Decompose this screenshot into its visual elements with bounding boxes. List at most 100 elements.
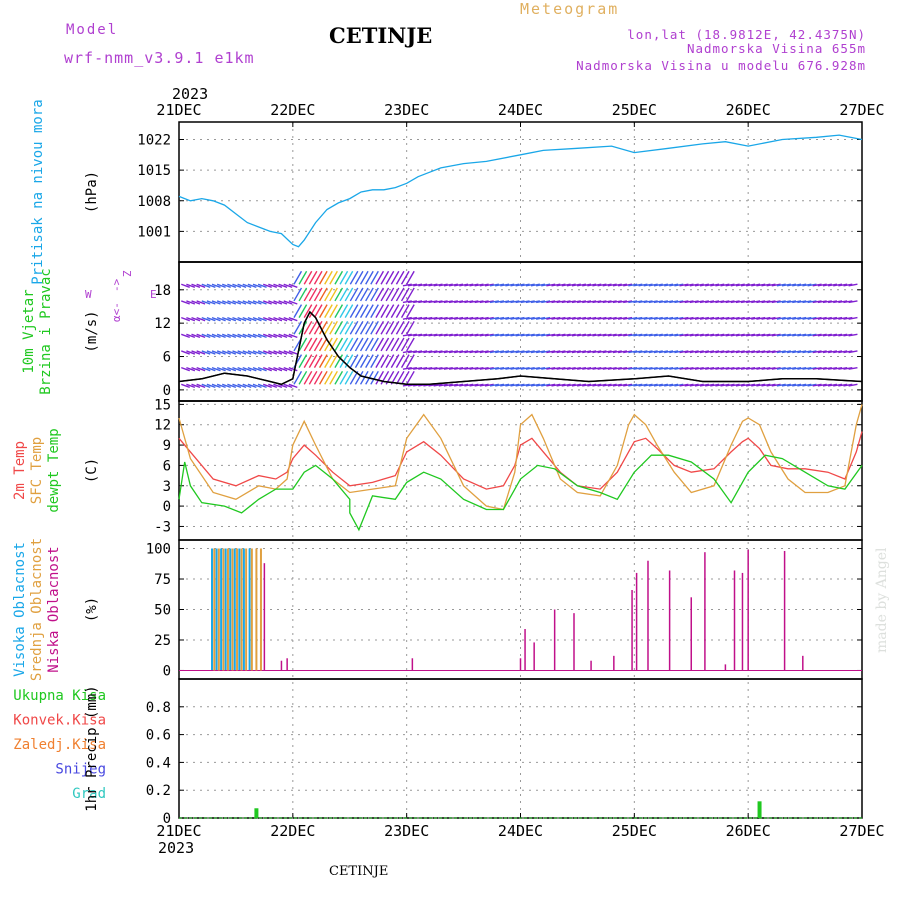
wind-arrow [699, 333, 710, 337]
wind-arrow [495, 383, 505, 387]
wind-arrow [535, 316, 546, 320]
wind-arrow [684, 366, 694, 370]
wind-arrow [318, 270, 328, 285]
wind-arrow [181, 366, 190, 372]
wind-arrow [776, 350, 786, 354]
wind-arrow [746, 333, 756, 337]
unit-label: (C) [84, 458, 100, 483]
wind-arrow [715, 300, 725, 304]
wind-arrow [802, 333, 812, 337]
wind-arrow [684, 333, 694, 337]
wind-arrow [689, 366, 699, 370]
wind-arrow [776, 383, 786, 387]
wind-arrow [520, 350, 530, 354]
wind-arrow [247, 316, 257, 322]
wind-arrow [699, 316, 710, 320]
wind-arrow [771, 383, 781, 387]
wind-arrow [715, 333, 725, 337]
wind-arrow [500, 283, 510, 287]
wind-arrow [375, 287, 385, 302]
wind-arrow [469, 350, 479, 354]
wind-arrow [653, 300, 663, 304]
wind-arrow [406, 320, 415, 335]
unit-label: (m/s) [84, 310, 100, 352]
wind-arrow [283, 366, 293, 372]
wind-arrow [484, 366, 494, 370]
wind-arrow [515, 383, 525, 387]
wind-arrow [735, 383, 745, 387]
wind-arrow [628, 283, 638, 287]
wind-arrow [365, 287, 374, 302]
wind-arrow [776, 333, 786, 337]
wind-arrow [628, 333, 638, 337]
year-top: 2023 [172, 85, 208, 103]
wind-arrow [525, 333, 535, 337]
y-tick-label: 3 [163, 479, 171, 495]
wind-arrow [781, 383, 791, 387]
wind-arrow [443, 350, 453, 354]
wind-arrow [551, 333, 561, 337]
compass-arrow: -> [110, 278, 123, 292]
wind-arrow [807, 366, 817, 370]
wind-arrow [407, 283, 418, 287]
wind-arrow [443, 300, 453, 304]
wind-arrow [443, 316, 453, 320]
wind-arrow [479, 283, 489, 287]
wind-arrow [474, 316, 484, 320]
y-tick-label: 15 [154, 397, 171, 413]
wind-arrow [334, 370, 344, 385]
panel-precip: 0 0.2 0.4 0.6 0.8 Ukupna Kisa Konvek.Kisa Zaled… [13, 678, 863, 827]
wind-arrow [730, 283, 740, 287]
wind-arrow [334, 287, 344, 302]
y-tick-label: 100 [146, 542, 171, 558]
wind-arrow [607, 333, 617, 337]
wind-arrow [247, 383, 257, 389]
series-line-0 [178, 431, 863, 490]
wind-arrow [802, 350, 812, 354]
wind-arrow [181, 333, 190, 339]
wind-arrow [469, 366, 479, 370]
wind-arrow [566, 333, 576, 337]
wind-arrow [232, 383, 242, 389]
wind-arrow [710, 316, 720, 320]
wind-arrow [201, 316, 211, 322]
wind-arrow [448, 316, 459, 320]
year-bottom: 2023 [158, 839, 194, 857]
wind-arrow [380, 354, 390, 368]
wind-arrow [638, 366, 648, 370]
wind-arrow [561, 300, 571, 304]
wind-arrow [438, 316, 448, 320]
wind-arrow [612, 350, 622, 354]
wind-arrow [273, 350, 283, 355]
wind-arrow [318, 304, 328, 318]
wind-arrow [423, 283, 433, 287]
wind-arrow [313, 320, 323, 335]
wind-arrow [262, 316, 272, 322]
wind-arrow [587, 366, 597, 370]
unit-label: 1hr Precip (mm) [84, 685, 100, 811]
wind-arrow [339, 320, 349, 335]
panel-frame [178, 539, 863, 680]
wind-arrow [781, 283, 791, 287]
wind-arrow [541, 366, 551, 370]
wind-arrow [375, 337, 385, 352]
wind-arrow [689, 283, 699, 287]
wind-arrow [324, 337, 333, 352]
wind-arrow [740, 383, 750, 387]
wind-arrow [278, 383, 288, 389]
y-tick-label: 25 [154, 633, 171, 649]
wind-arrow [802, 383, 812, 387]
wind-arrow [561, 383, 571, 387]
wind-arrow [313, 354, 323, 368]
time-tick-label-top: 24DEC [498, 101, 543, 119]
wind-arrow [298, 287, 308, 302]
wind-arrow [495, 300, 505, 304]
wind-arrow [489, 333, 499, 337]
wind-arrow [406, 304, 415, 318]
wind-arrow [459, 366, 469, 370]
wind-arrow [658, 366, 669, 370]
wind-arrow [669, 350, 679, 354]
wind-arrow [730, 366, 740, 370]
wind-arrow [658, 283, 669, 287]
wind-arrow [833, 316, 843, 320]
